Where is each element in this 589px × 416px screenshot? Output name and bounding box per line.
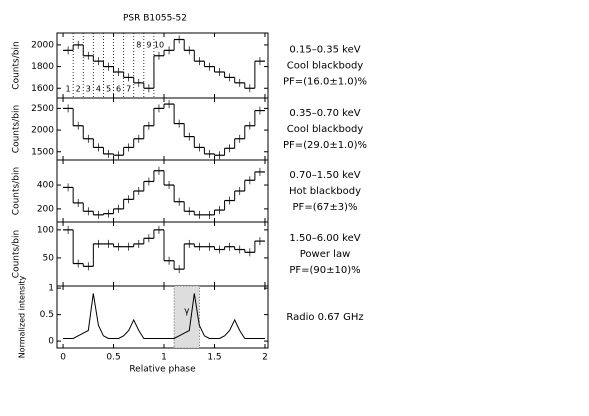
x-tick-label: 2 (262, 353, 268, 363)
y-tick-label: 400 (37, 181, 54, 191)
gamma-window (173, 285, 200, 349)
y-tick-label: 1800 (31, 62, 54, 72)
x-tick-label: 1.5 (207, 353, 221, 363)
y-tick-label: 200 (37, 204, 54, 214)
y-axis-label: Counts/bin (12, 230, 22, 278)
panel-annotation: 0.70–1.50 keV (289, 170, 360, 181)
panel-annotation: 0.15–0.35 keV (289, 45, 360, 56)
panel-annotation: Power law (300, 249, 351, 260)
y-tick-label: 2000 (31, 126, 54, 136)
panel-annotation: PF=(90±10)% (289, 265, 360, 276)
panel-annotation: Hot blackbody (289, 186, 361, 197)
radio-profile (63, 293, 265, 339)
phase-bin-label: 9 (146, 41, 151, 50)
phase-bin-label: 2 (76, 85, 81, 94)
panel-annotation: PF=(29.0±1.0)% (283, 140, 367, 151)
panel-frame (56, 97, 269, 161)
y-tick-label: 0.5 (40, 310, 54, 320)
gamma-label: γ (184, 307, 190, 317)
y-tick-label: 1500 (31, 147, 54, 157)
y-axis-label: Normalized intensity (18, 275, 27, 358)
panel-annotation: 0.35–0.70 keV (289, 108, 360, 119)
phase-bin-label: 10 (154, 41, 164, 50)
panel-frame (56, 285, 269, 349)
phase-bin-label: 8 (136, 41, 141, 50)
panel-annotation: 1.50–6.00 keV (289, 233, 360, 244)
x-tick-label: 0 (60, 353, 66, 363)
figure-title: PSR B1055-52 (123, 14, 187, 24)
y-tick-label: 2000 (31, 40, 54, 50)
panel-annotation: Radio 0.67 GHz (286, 312, 363, 323)
phase-bin-label: 3 (86, 85, 91, 94)
x-tick-label: 1 (161, 353, 167, 363)
y-tick-label: 100 (37, 225, 54, 235)
phase-bin-label: 6 (116, 85, 121, 94)
panel-annotation: PF=(16.0±1.0)% (283, 77, 367, 88)
phase-bin-label: 4 (96, 85, 101, 94)
y-tick-label: 1 (48, 284, 54, 294)
y-tick-label: 0 (48, 337, 54, 347)
x-axis-label: Relative phase (129, 365, 196, 375)
phase-bin-label: 1 (66, 85, 71, 94)
y-tick-label: 2500 (31, 104, 54, 114)
panel-frame (56, 221, 269, 287)
y-axis-label: Counts/bin (12, 105, 22, 153)
y-axis-label: Counts/bin (12, 41, 22, 89)
y-tick-label: 50 (43, 253, 55, 263)
panel-annotation: PF=(67±3)% (293, 202, 358, 213)
panel-annotation: Cool blackbody (287, 124, 364, 135)
panel-annotation: Cool blackbody (287, 61, 364, 72)
phase-bin-label: 5 (106, 85, 111, 94)
y-axis-label: Counts/bin (12, 167, 22, 215)
y-tick-label: 1600 (31, 84, 54, 94)
x-tick-label: 0.5 (106, 353, 120, 363)
phase-bin-label: 7 (126, 85, 131, 94)
